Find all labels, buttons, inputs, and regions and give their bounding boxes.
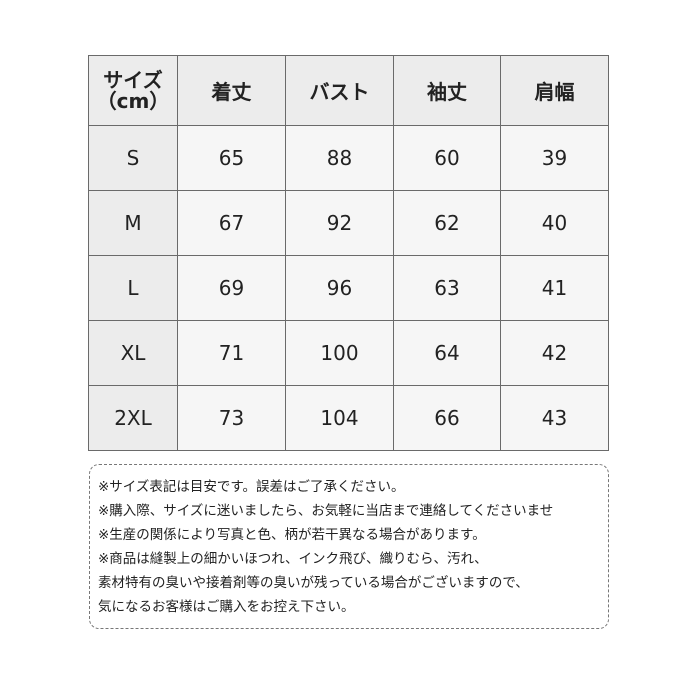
value-cell: 64 <box>393 320 501 386</box>
table-row: XL 71 100 64 42 <box>88 320 609 386</box>
header-shoulder: 肩幅 <box>500 55 609 126</box>
header-bust: バスト <box>285 55 394 126</box>
size-cell: 2XL <box>88 385 178 451</box>
value-cell: 104 <box>285 385 394 451</box>
value-cell: 39 <box>500 125 609 191</box>
value-cell: 66 <box>393 385 501 451</box>
table-row: M 67 92 62 40 <box>88 190 609 256</box>
value-cell: 63 <box>393 255 501 321</box>
table-header-row: サイズ （cm） 着丈 バスト 袖丈 肩幅 <box>88 55 609 126</box>
value-cell: 100 <box>285 320 394 386</box>
note-line: ※商品は縫製上の細かいほつれ、インク飛び、織りむら、汚れ、 <box>98 551 488 567</box>
value-cell: 60 <box>393 125 501 191</box>
note-line: ※生産の関係により写真と色、柄が若干異なる場合があります。 <box>98 527 486 543</box>
unit-label: （cm） <box>96 88 170 113</box>
table-row: 2XL 73 104 66 43 <box>88 385 609 451</box>
notes-box: ※サイズ表記は目安です。誤差はご了承ください。 ※購入際、サイズに迷いましたら、… <box>89 464 609 629</box>
value-cell: 43 <box>500 385 609 451</box>
size-chart-table: サイズ （cm） 着丈 バスト 袖丈 肩幅 S 65 88 60 39 M 67 … <box>88 55 609 451</box>
size-unit-header: サイズ （cm） <box>88 55 178 126</box>
value-cell: 73 <box>177 385 286 451</box>
size-cell: S <box>88 125 178 191</box>
table-row: L 69 96 63 41 <box>88 255 609 321</box>
value-cell: 71 <box>177 320 286 386</box>
note-line: ※サイズ表記は目安です。誤差はご了承ください。 <box>98 479 405 495</box>
note-line: ※購入際、サイズに迷いましたら、お気軽に当店まで連絡してくださいませ <box>98 503 554 519</box>
value-cell: 62 <box>393 190 501 256</box>
table-row: S 65 88 60 39 <box>88 125 609 191</box>
size-cell: XL <box>88 320 178 386</box>
value-cell: 88 <box>285 125 394 191</box>
size-cell: M <box>88 190 178 256</box>
size-cell: L <box>88 255 178 321</box>
value-cell: 65 <box>177 125 286 191</box>
header-sleeve: 袖丈 <box>393 55 501 126</box>
value-cell: 69 <box>177 255 286 321</box>
value-cell: 41 <box>500 255 609 321</box>
value-cell: 67 <box>177 190 286 256</box>
note-line: 気になるお客様はご購入をお控え下さい。 <box>98 599 355 615</box>
value-cell: 96 <box>285 255 394 321</box>
note-line: 素材特有の臭いや接着剤等の臭いが残っている場合がございますので、 <box>98 575 529 591</box>
value-cell: 40 <box>500 190 609 256</box>
value-cell: 92 <box>285 190 394 256</box>
size-label: サイズ <box>103 67 163 92</box>
value-cell: 42 <box>500 320 609 386</box>
header-length: 着丈 <box>177 55 286 126</box>
